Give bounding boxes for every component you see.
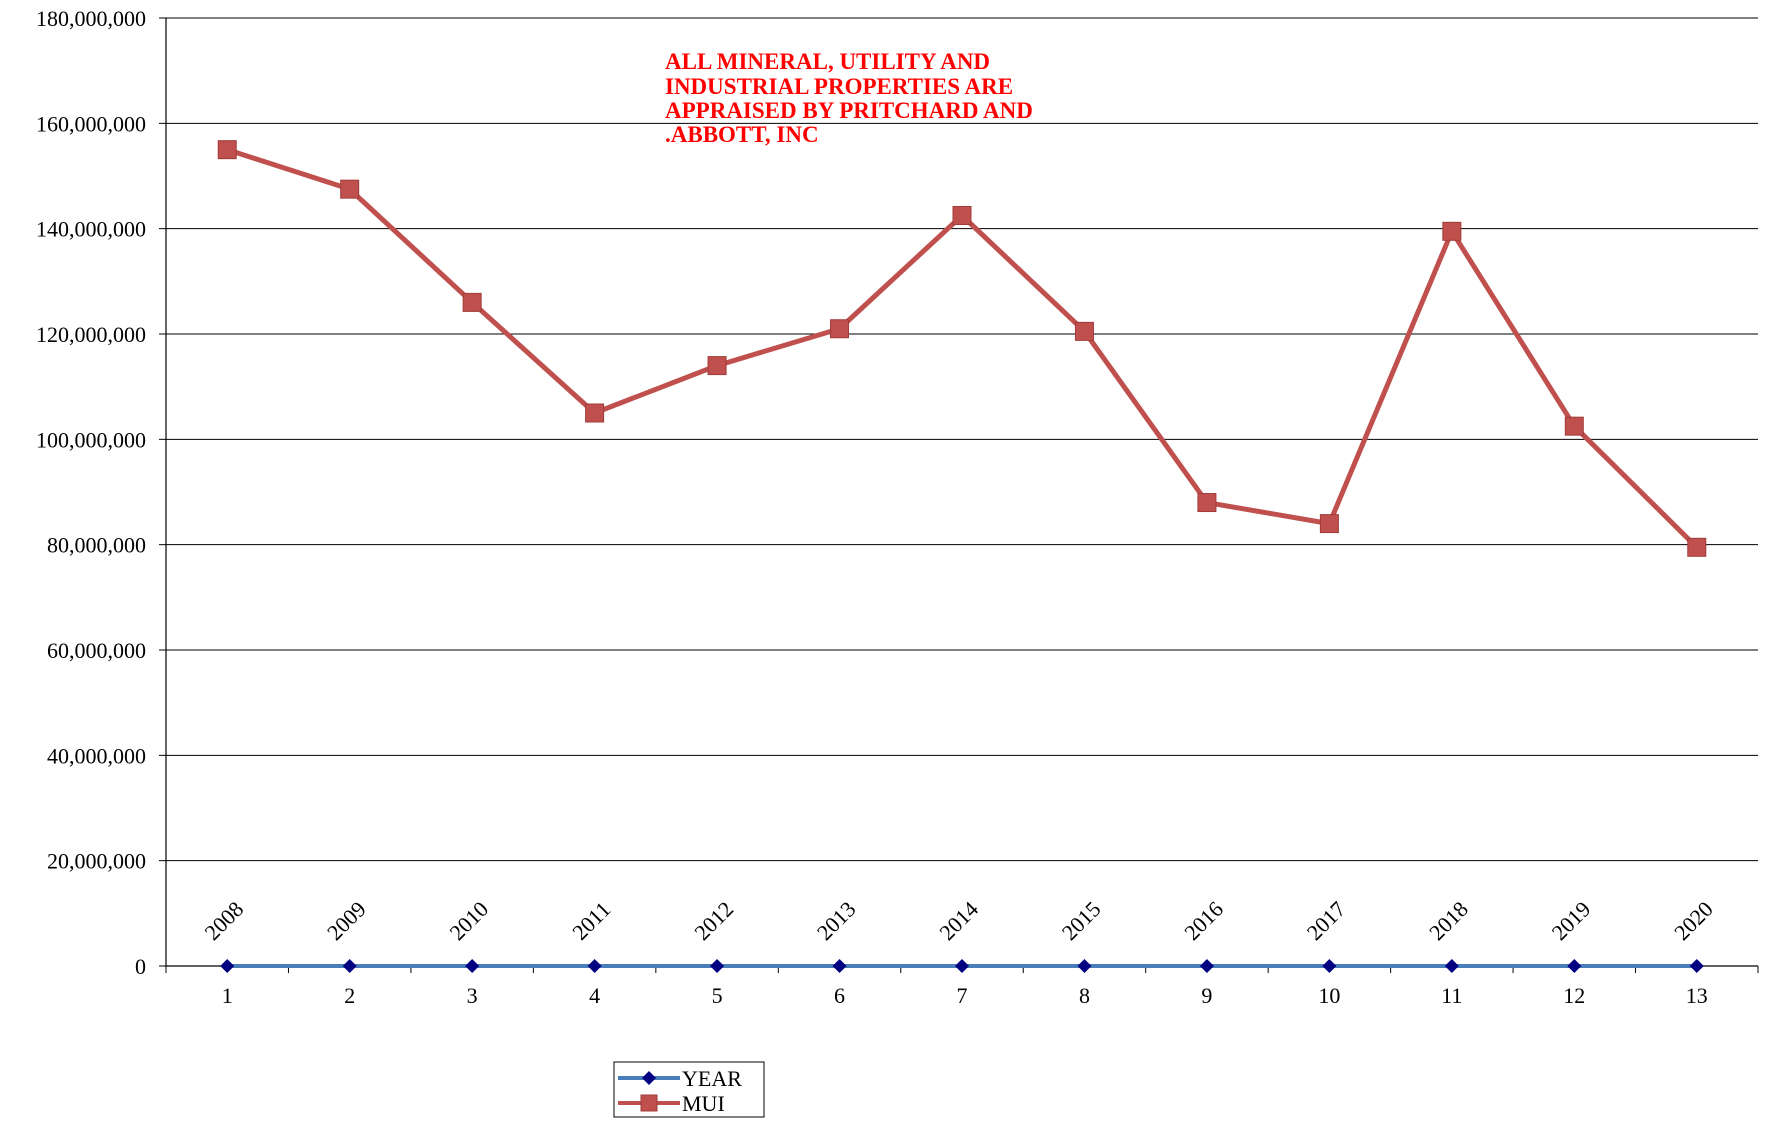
data-label-year: 2009 bbox=[322, 896, 371, 945]
data-point-mui bbox=[1074, 321, 1094, 341]
annotation-line-2: INDUSTRIAL PROPERTIES ARE bbox=[665, 74, 1013, 99]
data-point-mui bbox=[952, 206, 972, 225]
legend-label-mui: MUI bbox=[682, 1091, 725, 1116]
data-point-mui bbox=[707, 356, 727, 376]
data-point-year bbox=[832, 958, 847, 973]
x-tick-label: 5 bbox=[712, 983, 723, 1008]
data-point-mui bbox=[1687, 537, 1707, 557]
annotation-line-3: APPRAISED BY PRITCHARD AND bbox=[665, 98, 1033, 123]
data-point-mui bbox=[1442, 221, 1462, 241]
x-tick-label: 12 bbox=[1563, 983, 1585, 1008]
data-point-year bbox=[220, 958, 235, 973]
data-label-year: 2015 bbox=[1057, 896, 1106, 945]
x-tick-label: 8 bbox=[1079, 983, 1090, 1008]
annotation: ALL MINERAL, UTILITY AND INDUSTRIAL PROP… bbox=[665, 49, 1033, 147]
data-labels: 2008 2009 2010 2011 2012 2013 2014 2015 2016 2017… bbox=[200, 896, 1718, 945]
y-tick-label: 180,000,000 bbox=[36, 6, 146, 31]
series-layer bbox=[217, 140, 1707, 973]
data-label-year: 2016 bbox=[1179, 896, 1228, 945]
x-tick-label: 2 bbox=[344, 983, 355, 1008]
data-point-year bbox=[465, 958, 480, 973]
y-tick-label: 80,000,000 bbox=[47, 533, 146, 558]
gridlines bbox=[166, 17, 1758, 862]
y-tick-label: 20,000,000 bbox=[47, 849, 146, 874]
x-tick-label: 7 bbox=[957, 983, 968, 1008]
x-tick-label: 11 bbox=[1441, 983, 1462, 1008]
data-label-year: 2010 bbox=[444, 896, 493, 945]
data-point-mui bbox=[217, 140, 237, 160]
y-axis-ticks: 0 20,000,000 40,000,000 60,000,000 80,000,00… bbox=[36, 6, 166, 979]
x-tick-label: 1 bbox=[222, 983, 233, 1008]
data-point-year bbox=[1199, 958, 1214, 973]
axes bbox=[165, 18, 1758, 967]
data-point-year bbox=[342, 958, 357, 973]
legend-marker-year bbox=[642, 1071, 656, 1085]
x-tick-label: 9 bbox=[1201, 983, 1212, 1008]
data-point-mui bbox=[1564, 416, 1584, 436]
data-point-mui bbox=[1319, 514, 1339, 534]
legend-box bbox=[613, 1061, 765, 1118]
data-label-year: 2017 bbox=[1302, 896, 1351, 945]
data-point-year bbox=[1444, 958, 1459, 973]
y-tick-label: 40,000,000 bbox=[47, 743, 146, 768]
data-label-year: 2020 bbox=[1669, 896, 1718, 945]
data-point-mui bbox=[340, 179, 360, 199]
legend-label-year: YEAR bbox=[682, 1066, 742, 1091]
y-tick-label: 140,000,000 bbox=[36, 217, 146, 242]
data-point-year bbox=[710, 958, 725, 973]
x-tick-label: 3 bbox=[467, 983, 478, 1008]
data-point-year bbox=[1077, 958, 1092, 973]
data-point-year bbox=[955, 958, 969, 973]
data-point-year bbox=[587, 958, 602, 973]
data-point-mui bbox=[1197, 493, 1217, 513]
data-label-year: 2008 bbox=[200, 896, 249, 945]
data-label-year: 2019 bbox=[1547, 896, 1596, 945]
data-point-year bbox=[1322, 958, 1337, 973]
legend: YEAR MUI bbox=[613, 1061, 765, 1118]
data-point-year bbox=[1567, 958, 1582, 973]
y-tick-label: 100,000,000 bbox=[36, 427, 146, 452]
legend-marker-mui bbox=[640, 1094, 658, 1112]
y-tick-label: 160,000,000 bbox=[36, 111, 146, 136]
y-tick-label: 120,000,000 bbox=[36, 322, 146, 347]
y-tick-label: 0 bbox=[135, 954, 146, 979]
data-point-mui bbox=[830, 319, 850, 339]
y-tick-label: 60,000,000 bbox=[47, 638, 146, 663]
x-tick-label: 6 bbox=[834, 983, 845, 1008]
annotation-line-4: .ABBOTT, INC bbox=[665, 122, 819, 147]
data-point-year bbox=[1689, 958, 1704, 973]
annotation-line-1: ALL MINERAL, UTILITY AND bbox=[665, 49, 990, 74]
data-point-mui bbox=[462, 292, 482, 312]
data-label-year: 2018 bbox=[1424, 896, 1473, 945]
data-label-year: 2014 bbox=[934, 896, 983, 945]
x-tick-label: 4 bbox=[589, 983, 600, 1008]
x-tick-label: 13 bbox=[1686, 983, 1708, 1008]
x-tick-label: 10 bbox=[1318, 983, 1340, 1008]
data-label-year: 2013 bbox=[812, 896, 861, 945]
data-label-year: 2012 bbox=[689, 896, 738, 945]
data-label-year: 2011 bbox=[567, 897, 615, 945]
data-point-mui bbox=[585, 403, 605, 423]
x-axis-ticks: 1 2 3 4 5 6 7 8 9 10 11 12 13 bbox=[165, 966, 1759, 1008]
